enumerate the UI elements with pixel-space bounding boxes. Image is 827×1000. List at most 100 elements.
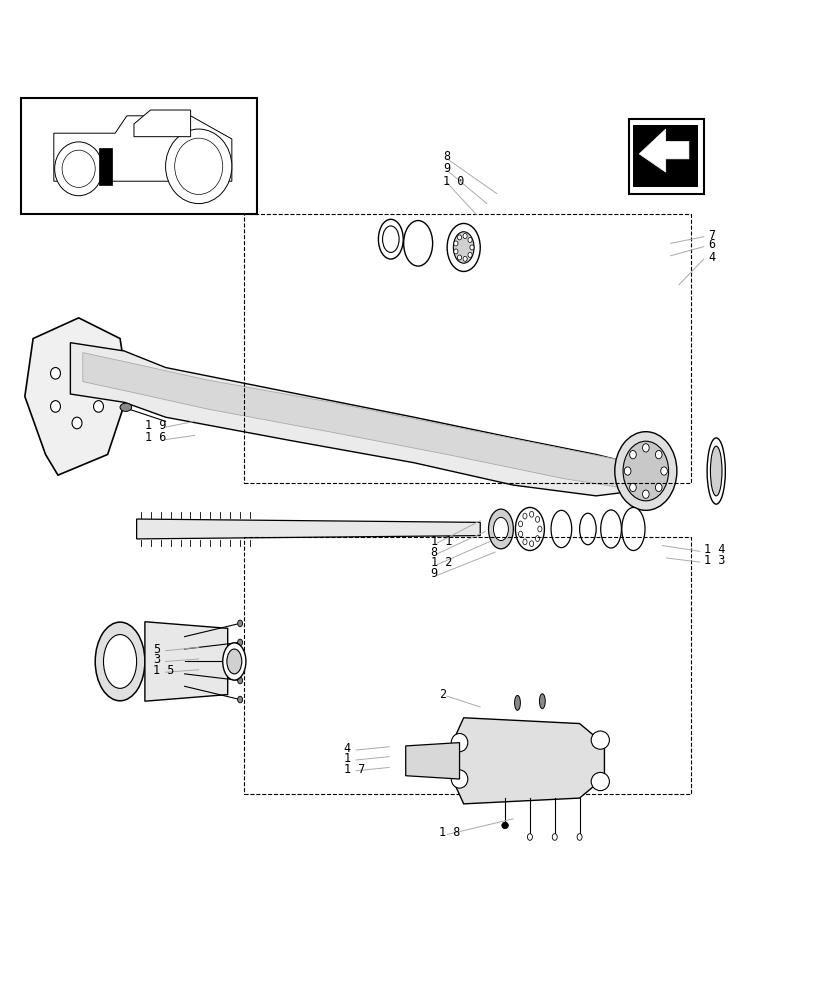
Bar [21, 98, 256, 214]
Ellipse shape [514, 507, 544, 551]
Ellipse shape [451, 770, 467, 788]
Polygon shape [405, 743, 459, 779]
Ellipse shape [237, 620, 242, 627]
Ellipse shape [642, 490, 648, 498]
Ellipse shape [451, 733, 467, 752]
Ellipse shape [621, 507, 644, 551]
Ellipse shape [552, 834, 557, 840]
Ellipse shape [527, 834, 532, 840]
Ellipse shape [579, 513, 595, 545]
Text: 4: 4 [707, 251, 715, 264]
Ellipse shape [642, 444, 648, 452]
Ellipse shape [382, 226, 399, 252]
Text: 3: 3 [153, 653, 160, 666]
Ellipse shape [120, 403, 131, 411]
Text: 1 5: 1 5 [153, 664, 174, 677]
Ellipse shape [629, 483, 635, 492]
Ellipse shape [706, 438, 724, 504]
Ellipse shape [470, 245, 473, 250]
Text: 4: 4 [343, 742, 351, 755]
Ellipse shape [539, 694, 544, 709]
Bar [98, 148, 112, 185]
Polygon shape [145, 622, 227, 701]
Ellipse shape [655, 483, 662, 492]
Ellipse shape [457, 235, 461, 240]
Ellipse shape [518, 521, 522, 527]
Text: 1 0: 1 0 [442, 175, 464, 188]
Ellipse shape [93, 368, 103, 379]
Text: 2: 2 [438, 688, 446, 701]
Ellipse shape [457, 255, 461, 260]
Polygon shape [25, 318, 128, 475]
Ellipse shape [467, 238, 471, 242]
Text: 1 2: 1 2 [430, 556, 452, 569]
Polygon shape [637, 127, 691, 175]
Ellipse shape [447, 223, 480, 271]
Ellipse shape [660, 467, 667, 475]
Ellipse shape [72, 417, 82, 429]
Bar [633, 125, 697, 187]
Text: 1 6: 1 6 [145, 431, 166, 444]
Ellipse shape [535, 517, 539, 522]
Ellipse shape [501, 822, 508, 829]
Ellipse shape [590, 731, 609, 749]
Ellipse shape [165, 129, 232, 204]
Ellipse shape [174, 138, 222, 194]
Ellipse shape [462, 234, 466, 239]
Text: 1 3: 1 3 [703, 554, 724, 567]
Bar [244, 537, 691, 794]
Ellipse shape [222, 643, 246, 680]
Ellipse shape [488, 509, 513, 549]
Ellipse shape [529, 541, 533, 547]
Ellipse shape [493, 517, 508, 541]
Ellipse shape [103, 635, 136, 688]
Ellipse shape [518, 531, 522, 537]
Ellipse shape [462, 256, 466, 261]
Ellipse shape [453, 249, 457, 254]
Polygon shape [136, 519, 480, 539]
Polygon shape [635, 154, 691, 185]
Text: 7: 7 [707, 229, 715, 242]
Ellipse shape [237, 677, 242, 684]
Text: 8: 8 [430, 546, 437, 559]
Text: 1 9: 1 9 [145, 419, 166, 432]
Ellipse shape [453, 241, 457, 246]
Text: 6: 6 [707, 238, 715, 251]
Text: 9: 9 [442, 162, 450, 175]
Bar [629, 119, 703, 194]
Polygon shape [70, 343, 629, 496]
Polygon shape [455, 718, 604, 804]
Polygon shape [134, 110, 190, 137]
Polygon shape [638, 129, 688, 172]
Text: 1 1: 1 1 [430, 535, 452, 548]
Text: 1 8: 1 8 [438, 826, 460, 839]
Ellipse shape [50, 368, 60, 379]
Text: 1 7: 1 7 [343, 763, 365, 776]
Ellipse shape [50, 401, 60, 412]
Ellipse shape [614, 432, 676, 510]
Ellipse shape [227, 649, 241, 674]
Ellipse shape [237, 639, 242, 646]
Ellipse shape [590, 772, 609, 791]
Ellipse shape [623, 441, 668, 501]
Ellipse shape [538, 526, 542, 532]
Ellipse shape [93, 401, 103, 412]
Ellipse shape [467, 252, 471, 257]
Ellipse shape [514, 695, 519, 710]
Polygon shape [83, 353, 620, 488]
Ellipse shape [629, 450, 635, 459]
Ellipse shape [95, 622, 145, 701]
Ellipse shape [62, 150, 95, 187]
Ellipse shape [237, 658, 242, 665]
Text: 5: 5 [153, 643, 160, 656]
Ellipse shape [404, 221, 432, 266]
Ellipse shape [710, 446, 721, 496]
Polygon shape [54, 116, 232, 181]
Text: 9: 9 [430, 567, 437, 580]
Ellipse shape [237, 696, 242, 703]
Ellipse shape [655, 450, 662, 459]
Ellipse shape [55, 142, 103, 196]
Ellipse shape [600, 510, 620, 548]
Text: 1: 1 [343, 752, 351, 765]
Ellipse shape [551, 510, 571, 548]
